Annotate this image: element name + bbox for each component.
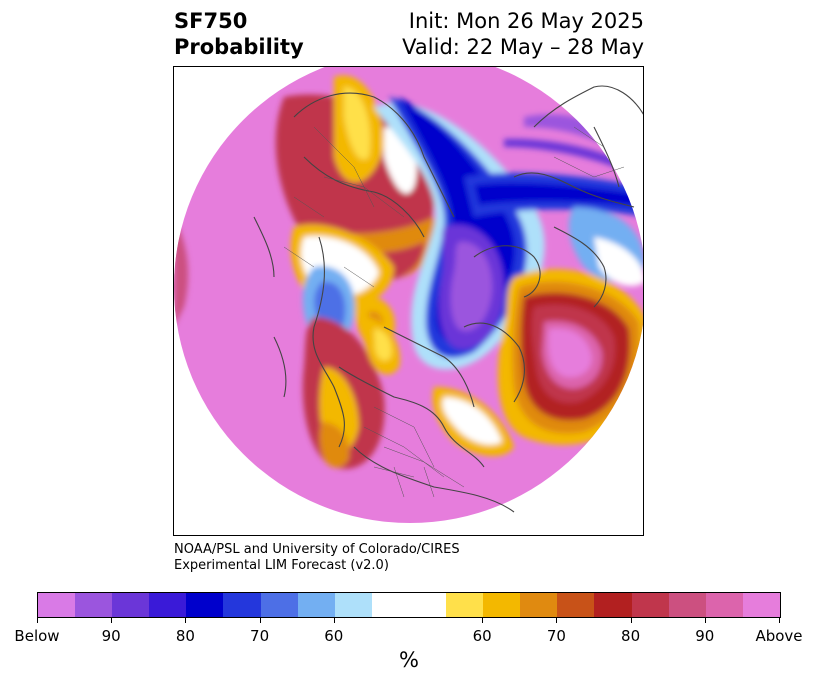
colorbar-tick-label: 70 (546, 627, 566, 645)
colorbar-segment (446, 593, 484, 617)
colorbar-tick (779, 618, 780, 623)
colorbar-tick-label: 80 (621, 627, 641, 645)
colorbar-tick-label: Below (14, 627, 60, 645)
colorbar (37, 592, 781, 618)
colorbar-segment (557, 593, 595, 617)
credit-line-1: NOAA/PSL and University of Colorado/CIRE… (174, 542, 460, 557)
colorbar-segment (594, 593, 632, 617)
colorbar-tick-label: 90 (101, 627, 121, 645)
colorbar-tick (556, 618, 558, 623)
colorbar-segment (149, 593, 187, 617)
colorbar-segment (371, 593, 447, 617)
colorbar-tick-label: 70 (250, 627, 270, 645)
probability-field (174, 67, 643, 523)
colorbar-segment (75, 593, 113, 617)
colorbar-segment (297, 593, 335, 617)
credit-text: NOAA/PSL and University of Colorado/CIRE… (174, 542, 460, 574)
colorbar-tick-label: 80 (175, 627, 195, 645)
colorbar-tick (111, 618, 113, 623)
map-panel (173, 66, 644, 536)
colorbar-unit: % (399, 648, 419, 672)
colorbar-tick (37, 618, 38, 623)
variable-name: SF750 (174, 9, 248, 33)
colorbar-tick (630, 618, 632, 623)
title-left: SF750 Probability (174, 8, 304, 60)
credit-line-2: Experimental LIM Forecast (v2.0) (174, 558, 389, 573)
colorbar-tick-label: Above (755, 627, 803, 645)
probability-map (174, 67, 643, 523)
colorbar-segment (520, 593, 558, 617)
colorbar-tick (185, 618, 187, 623)
title-right: Init: Mon 26 May 2025 Valid: 22 May – 28… (402, 8, 644, 60)
colorbar-tick (333, 618, 335, 623)
init-date: Init: Mon 26 May 2025 (408, 9, 644, 33)
colorbar-tick-label: 60 (324, 627, 344, 645)
colorbar-tick (704, 618, 706, 623)
colorbar-segment (668, 593, 706, 617)
colorbar-segment (631, 593, 669, 617)
colorbar-tick-label: 60 (472, 627, 492, 645)
colorbar-segment (112, 593, 150, 617)
country-borders (283, 126, 625, 498)
colorbar-tick-label: 90 (695, 627, 715, 645)
colorbar-segment (38, 593, 76, 617)
colorbar-tick (482, 618, 484, 623)
colorbar-segment (483, 593, 521, 617)
colorbar-segment (186, 593, 224, 617)
colorbar-segment (223, 593, 261, 617)
colorbar-segment (334, 593, 372, 617)
product-name: Probability (174, 35, 304, 59)
colorbar-tick (259, 618, 261, 623)
colorbar-segment (260, 593, 298, 617)
colorbar-segment (705, 593, 743, 617)
colorbar-segment (742, 593, 780, 617)
coastlines (253, 85, 643, 513)
valid-range: Valid: 22 May – 28 May (402, 35, 644, 59)
